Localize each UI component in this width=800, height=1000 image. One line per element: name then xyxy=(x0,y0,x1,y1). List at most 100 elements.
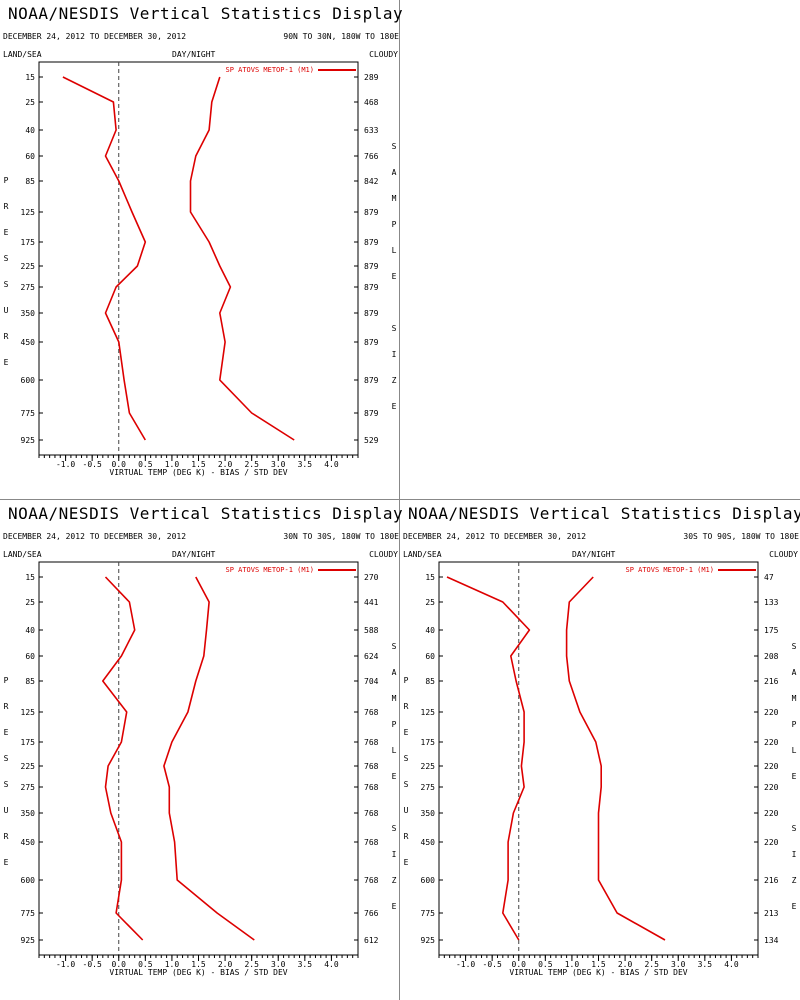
sample-size-axis-letter: A xyxy=(791,668,797,677)
pressure-level-label: 15 xyxy=(25,73,35,82)
sample-size-axis-letter: S xyxy=(391,824,397,833)
x-tick-label: 1.5 xyxy=(591,960,606,969)
pressure-level-label: 225 xyxy=(21,262,36,271)
x-tick-label: 0.0 xyxy=(112,460,127,469)
pressure-level-label: 925 xyxy=(21,436,36,445)
pressure-level-label: 175 xyxy=(421,738,436,747)
x-tick-label: 0.5 xyxy=(138,960,153,969)
pressure-axis-letter: R xyxy=(403,832,409,841)
sample-size-axis-letter: E xyxy=(791,902,797,911)
x-tick-label: -1.0 xyxy=(56,460,75,469)
pressure-axis-letter: E xyxy=(403,858,409,867)
sample-size-value: 879 xyxy=(364,338,379,347)
x-tick-label: 3.0 xyxy=(271,460,286,469)
pressure-level-label: 450 xyxy=(21,338,36,347)
sample-size-axis-letter: P xyxy=(391,720,397,729)
pressure-level-label: 15 xyxy=(425,573,435,582)
pressure-axis-letter: S xyxy=(3,280,9,289)
sample-size-value: 768 xyxy=(364,876,379,885)
pressure-axis-letter: U xyxy=(3,806,9,815)
panel-title: NOAA/NESDIS Vertical Statistics Display xyxy=(8,4,404,23)
sample-size-value: 768 xyxy=(364,708,379,717)
pressure-axis-letter: P xyxy=(3,676,9,685)
x-tick-label: 1.0 xyxy=(165,960,180,969)
sample-size-value: 220 xyxy=(764,838,779,847)
pressure-level-label: 225 xyxy=(421,762,436,771)
sample-size-axis-letter: L xyxy=(391,746,397,755)
pressure-level-label: 40 xyxy=(425,626,435,635)
x-tick-label: 4.0 xyxy=(724,960,739,969)
pressure-axis-label: P R E S S U R E xyxy=(401,668,411,876)
land-sea-label: LAND/SEA xyxy=(3,550,42,559)
sample-size-value: 175 xyxy=(764,626,779,635)
pressure-level-label: 85 xyxy=(25,177,35,186)
cloudy-label: CLOUDY xyxy=(769,550,798,559)
sample-size-value: 289 xyxy=(364,73,379,82)
pressure-level-label: 175 xyxy=(21,738,36,747)
pressure-level-label: 25 xyxy=(425,598,435,607)
sample-size-value: 768 xyxy=(364,783,379,792)
x-tick-label: -1.0 xyxy=(56,960,75,969)
sample-size-value: 213 xyxy=(764,909,779,918)
pressure-level-label: 40 xyxy=(25,626,35,635)
sample-size-value: 468 xyxy=(364,98,379,107)
pressure-level-label: 25 xyxy=(25,98,35,107)
sample-size-value: 879 xyxy=(364,409,379,418)
pressure-axis-letter: P xyxy=(403,676,409,685)
x-tick-label: 4.0 xyxy=(324,960,339,969)
x-tick-label: 3.5 xyxy=(698,960,713,969)
pressure-level-label: 60 xyxy=(425,652,435,661)
sample-size-value: 216 xyxy=(764,677,779,686)
pressure-axis-letter: E xyxy=(3,228,9,237)
sample-size-value: 766 xyxy=(364,909,379,918)
pressure-axis-letter: S xyxy=(3,754,9,763)
pressure-level-label: 125 xyxy=(421,708,436,717)
sample-size-axis-letter: Z xyxy=(391,876,397,885)
day-night-label: DAY/NIGHT xyxy=(572,550,616,559)
legend-label: SP ATOVS METOP-1 (M1) xyxy=(225,66,314,74)
x-tick-label: 2.0 xyxy=(618,960,633,969)
land-sea-label: LAND/SEA xyxy=(403,550,442,559)
sample-size-axis-letter: S xyxy=(791,824,797,833)
x-tick-label: -0.5 xyxy=(83,960,102,969)
pressure-level-label: 25 xyxy=(25,598,35,607)
pressure-level-label: 275 xyxy=(421,783,436,792)
x-tick-label: 3.5 xyxy=(298,460,313,469)
pressure-level-label: 775 xyxy=(21,909,36,918)
panel-title: NOAA/NESDIS Vertical Statistics Display xyxy=(8,504,404,523)
sample-size-value: 879 xyxy=(364,208,379,217)
pressure-level-label: 125 xyxy=(21,708,36,717)
sample-size-value: 208 xyxy=(764,652,779,661)
sample-size-axis-letter: E xyxy=(391,402,397,411)
sample-size-axis-label: S A M P L E S I Z E xyxy=(389,134,399,420)
plot-frame xyxy=(438,561,759,956)
sample-size-axis-letter: S xyxy=(791,642,797,651)
sample-size-value: 47 xyxy=(764,573,774,582)
cloudy-label: CLOUDY xyxy=(369,50,398,59)
pressure-level-label: 350 xyxy=(421,809,436,818)
pressure-axis-letter: S xyxy=(403,754,409,763)
sample-size-axis-letter: E xyxy=(791,772,797,781)
date-range: DECEMBER 24, 2012 TO DECEMBER 30, 2012 xyxy=(3,32,187,41)
sample-size-value: 529 xyxy=(364,436,379,445)
plot-frame xyxy=(38,561,359,956)
sample-size-value: 133 xyxy=(764,598,779,607)
pressure-axis-letter: R xyxy=(3,832,9,841)
x-tick-label: 0.5 xyxy=(138,460,153,469)
x-tick-label: 2.5 xyxy=(244,460,259,469)
bias-series-line xyxy=(446,576,531,941)
pressure-axis-letter: S xyxy=(3,254,9,263)
sample-size-axis-letter: A xyxy=(391,168,397,177)
sample-size-axis-letter: L xyxy=(791,746,797,755)
sample-size-value: 879 xyxy=(364,238,379,247)
pressure-level-label: 60 xyxy=(25,152,35,161)
sample-size-value: 879 xyxy=(364,283,379,292)
day-night-label: DAY/NIGHT xyxy=(172,550,216,559)
pressure-level-label: 175 xyxy=(21,238,36,247)
panel-title: NOAA/NESDIS Vertical Statistics Display xyxy=(408,504,800,523)
pressure-level-label: 40 xyxy=(25,126,35,135)
pressure-level-label: 350 xyxy=(21,809,36,818)
sample-size-value: 879 xyxy=(364,262,379,271)
pressure-level-label: 125 xyxy=(21,208,36,217)
x-axis-title: VIRTUAL TEMP (DEG K) - BIAS / STD DEV xyxy=(109,968,287,977)
